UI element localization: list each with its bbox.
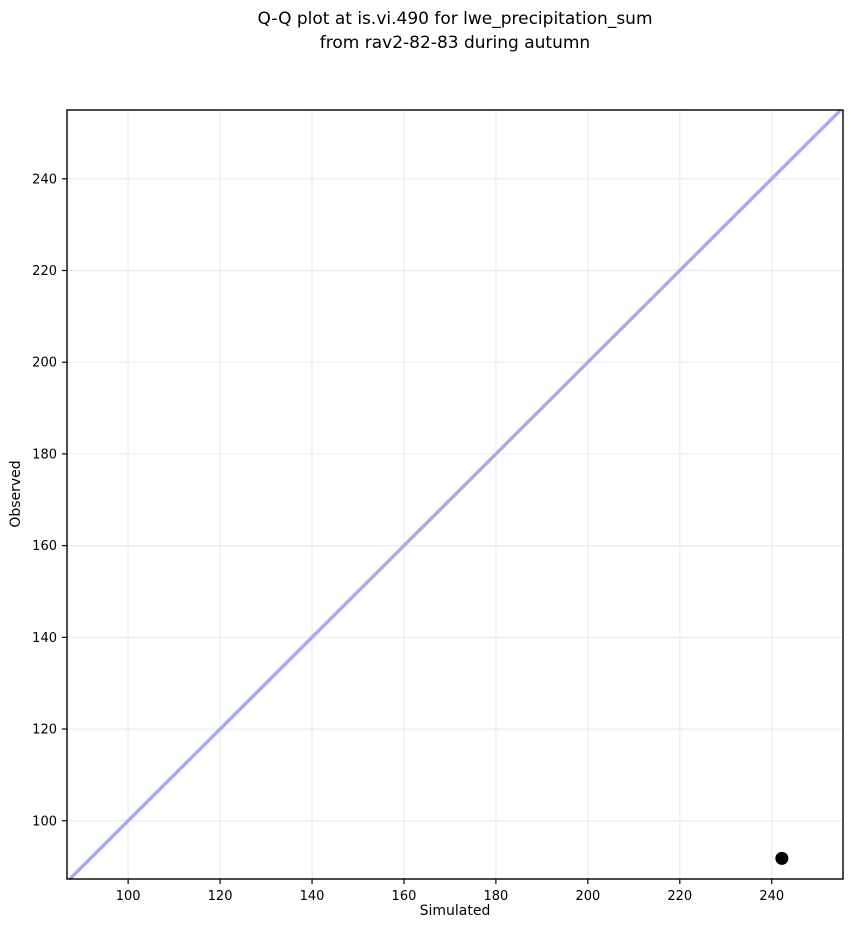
x-tick-label: 160 (392, 889, 417, 904)
chart-title-line-2: from rav2-82-83 during autumn (319, 33, 591, 53)
y-axis-label: Observed (8, 460, 24, 528)
data-point (775, 851, 789, 865)
x-tick-label: 100 (116, 889, 141, 904)
x-tick-label: 240 (759, 889, 784, 904)
y-tick-label: 240 (32, 172, 57, 187)
plot-border (66, 109, 844, 880)
identity-line (68, 108, 842, 881)
y-tick-label: 180 (32, 447, 57, 462)
x-axis-label: Simulated (419, 903, 491, 919)
x-tick-label: 220 (667, 889, 692, 904)
y-tick-label: 200 (32, 356, 57, 371)
y-tick-label: 140 (32, 631, 57, 646)
x-tick-label: 140 (300, 889, 325, 904)
x-tick-label: 180 (484, 889, 509, 904)
y-tick-label: 100 (32, 814, 57, 829)
y-tick-label: 120 (32, 723, 57, 738)
x-tick-label: 120 (208, 889, 233, 904)
chart-title-line-1: Q-Q plot at is.vi.490 for lwe_precipitat… (257, 9, 653, 29)
chart-title: Q-Q plot at is.vi.490 for lwe_precipitat… (67, 7, 843, 55)
x-tick-label: 200 (575, 889, 600, 904)
y-tick-label: 160 (32, 539, 57, 554)
y-tick-label: 220 (32, 264, 57, 279)
